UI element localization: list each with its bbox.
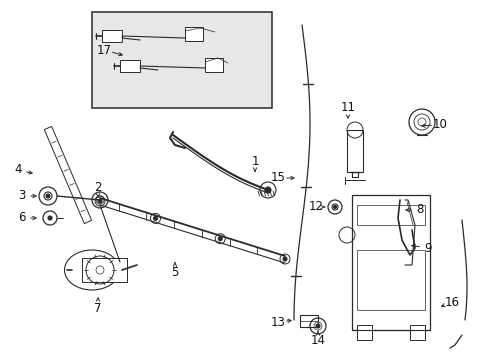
Text: 5: 5 (171, 265, 178, 279)
Text: 15: 15 (270, 171, 285, 184)
Circle shape (153, 216, 157, 220)
Circle shape (98, 199, 102, 203)
Text: 1: 1 (251, 156, 258, 168)
Bar (82, 258, 127, 282)
Circle shape (333, 206, 336, 208)
Bar (120, 60, 140, 72)
Text: 16: 16 (444, 296, 459, 309)
Text: 3: 3 (18, 189, 26, 202)
Text: 4: 4 (14, 163, 21, 176)
Circle shape (283, 257, 286, 261)
Ellipse shape (64, 250, 119, 290)
Bar (356, 325, 371, 340)
Circle shape (315, 324, 319, 328)
Text: 11: 11 (340, 102, 355, 114)
Text: 13: 13 (270, 315, 285, 328)
Text: 17: 17 (96, 44, 111, 57)
Text: 9: 9 (424, 242, 431, 255)
Circle shape (264, 187, 270, 193)
Circle shape (46, 194, 50, 198)
Text: 14: 14 (310, 333, 325, 346)
Bar (409, 325, 424, 340)
Text: 2: 2 (94, 181, 102, 194)
Polygon shape (44, 126, 91, 224)
Circle shape (48, 216, 52, 220)
Circle shape (218, 237, 222, 241)
Bar (204, 58, 223, 72)
Text: 12: 12 (308, 201, 323, 213)
Bar (102, 30, 122, 42)
Bar (299, 315, 317, 327)
Bar (346, 130, 362, 172)
Text: 7: 7 (94, 301, 102, 315)
Bar (356, 250, 424, 310)
Circle shape (44, 192, 52, 200)
Bar (184, 27, 203, 41)
Circle shape (96, 266, 104, 274)
Text: 6: 6 (18, 211, 26, 225)
Circle shape (331, 204, 337, 210)
Text: 8: 8 (415, 203, 423, 216)
Bar (92, 12, 271, 108)
Bar (356, 205, 424, 225)
Text: 10: 10 (432, 118, 447, 131)
Bar (351, 195, 429, 330)
